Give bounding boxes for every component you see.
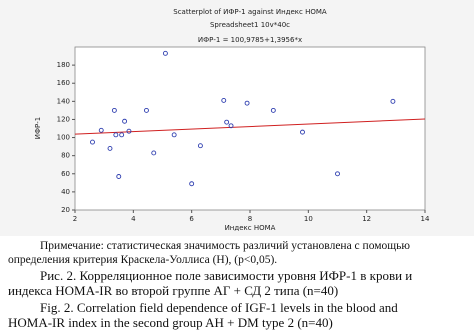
data-point <box>224 119 230 125</box>
data-point <box>244 100 250 106</box>
y-tick-label: 20 <box>61 206 70 214</box>
note-line: Примечание: статистическая значимость ра… <box>40 240 410 252</box>
data-point <box>228 123 234 129</box>
data-point <box>107 145 113 151</box>
equation: ИФР-1 = 100,9785+1,3956*x <box>198 36 302 44</box>
y-axis-label: ИФР-1 <box>34 117 42 139</box>
caption-en-line: Fig. 2. Correlation field dependence of … <box>40 300 398 315</box>
x-tick-label: 10 <box>304 215 313 223</box>
chart-title: Scatterplot of ИФР-1 against Индекс HOMA <box>173 8 327 16</box>
x-axis-label: Индекс HOMA <box>225 224 276 232</box>
x-tick-label: 6 <box>189 215 194 223</box>
y-tick-label: 160 <box>57 79 70 87</box>
y-tick-label: 100 <box>57 134 70 142</box>
caption-ru-line: индекса HOMA-IR во второй группе АГ + СД… <box>8 283 338 298</box>
x-tick-label: 12 <box>362 215 371 223</box>
x-tick-label: 4 <box>131 215 136 223</box>
data-point <box>300 129 305 135</box>
data-point <box>270 107 276 113</box>
data-point <box>171 132 177 138</box>
y-tick-label: 60 <box>61 170 70 178</box>
chart: Scatterplot of ИФР-1 against Индекс HOMA… <box>34 8 430 232</box>
data-point <box>90 139 95 145</box>
data-point <box>335 171 340 177</box>
x-tick-label: 14 <box>421 215 430 223</box>
data-point <box>221 97 227 103</box>
data-point <box>111 107 117 113</box>
regression-line <box>74 118 426 135</box>
chart-subtitle: Spreadsheet1 10v*40c <box>210 21 290 29</box>
y-tick-label: 140 <box>57 97 70 105</box>
data-point <box>119 132 125 138</box>
caption-ru-line: Рис. 2. Корреляционное поле зависимости … <box>40 268 412 283</box>
note-line: определения критерия Краскела-Уоллиса (Н… <box>8 254 277 266</box>
x-tick-label: 2 <box>73 215 77 223</box>
data-point <box>189 181 195 187</box>
data-point <box>162 50 168 56</box>
data-point <box>98 127 104 133</box>
data-point <box>116 174 122 179</box>
y-tick-label: 120 <box>57 115 70 123</box>
x-tick-label: 8 <box>248 215 252 223</box>
data-point <box>390 98 396 104</box>
data-point <box>113 132 119 138</box>
caption-en-line: HOMA-IR index in the second group AH + D… <box>8 315 333 330</box>
y-tick-label: 80 <box>61 152 70 160</box>
plot-area <box>74 46 426 211</box>
data-point <box>122 118 128 124</box>
y-tick-label: 180 <box>57 61 70 69</box>
data-point <box>126 128 132 134</box>
data-point <box>197 143 203 149</box>
data-point <box>144 107 149 113</box>
y-tick-label: 40 <box>61 188 70 196</box>
data-point <box>151 150 157 156</box>
